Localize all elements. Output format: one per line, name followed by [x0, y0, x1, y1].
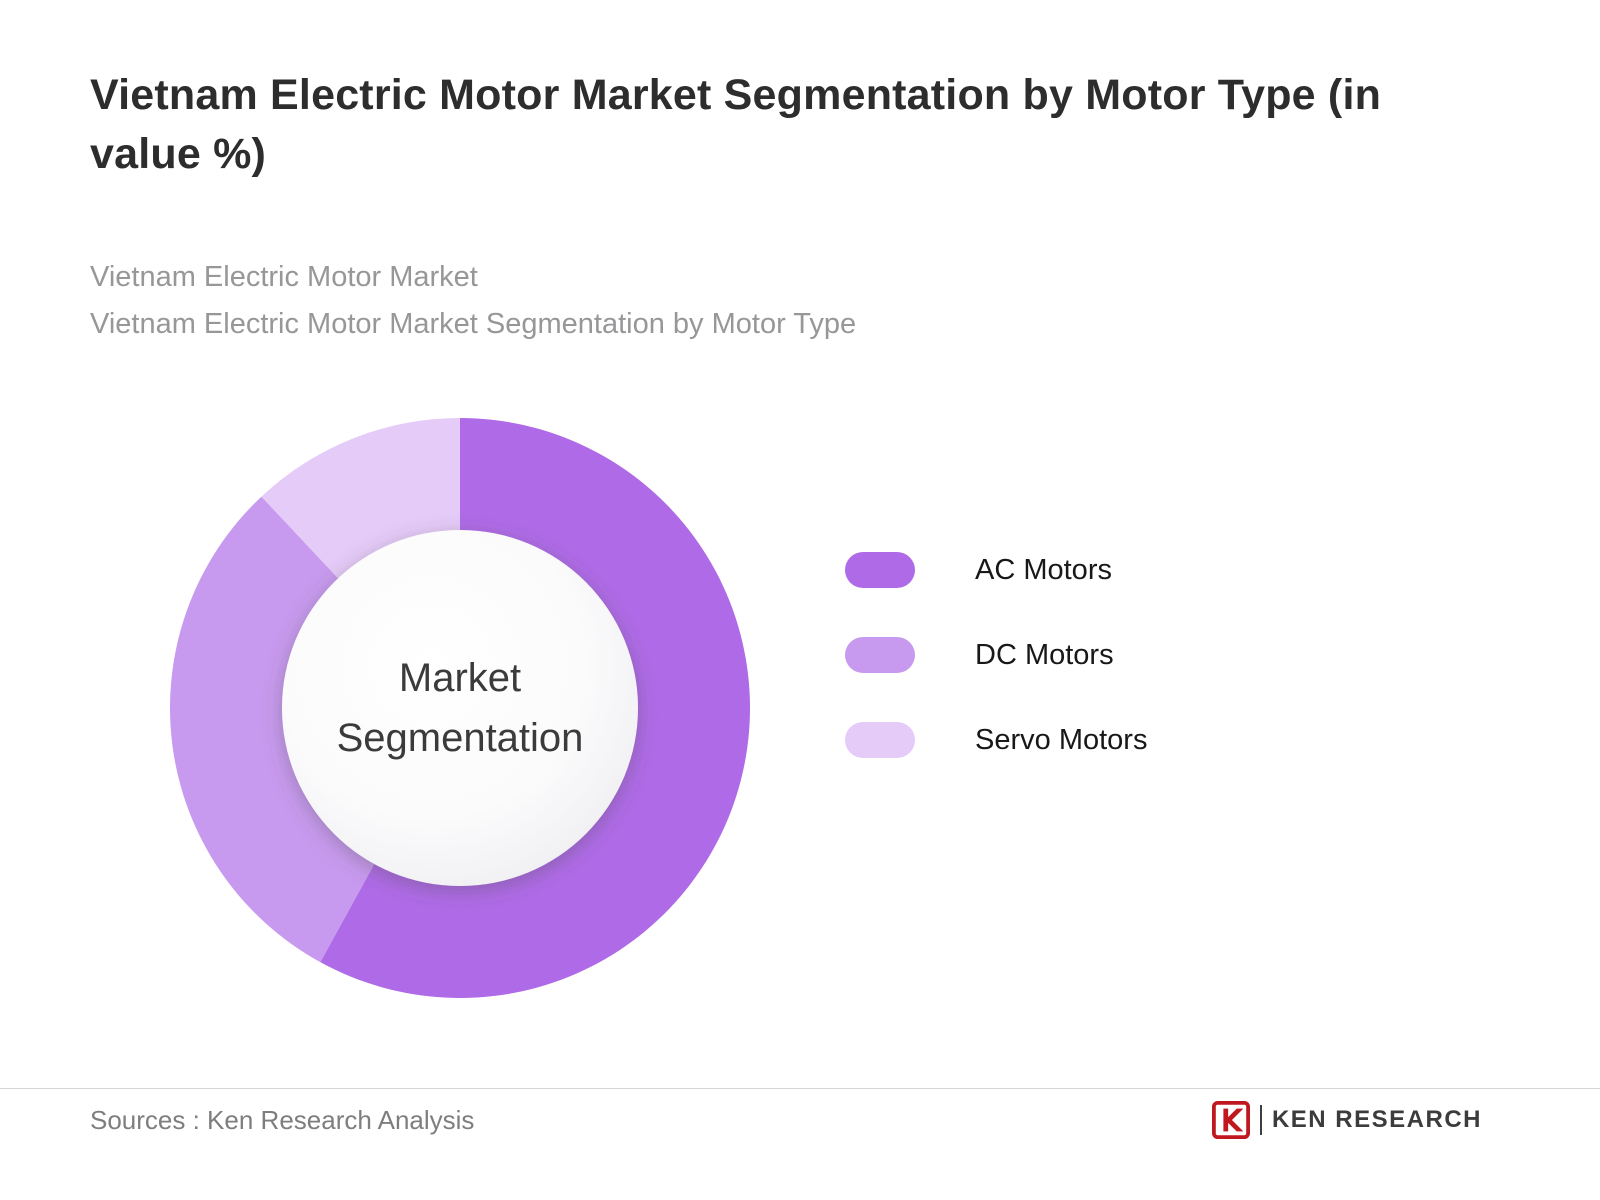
donut-chart-svg	[169, 418, 750, 998]
page-title: Vietnam Electric Motor Market Segmentati…	[90, 71, 1382, 179]
legend-label: AC Motors	[975, 553, 1112, 586]
donut-chart: Market Segmentation	[169, 418, 750, 998]
legend-item-servo-motors: Servo Motors	[845, 722, 1147, 758]
legend-label: DC Motors	[975, 638, 1114, 671]
chart-subtitles: Vietnam Electric Motor Market Vietnam El…	[90, 254, 856, 348]
footer: Sources : Ken Research Analysis KEN RESE…	[0, 1088, 1600, 1139]
donut-center-label: Market Segmentation	[336, 656, 584, 760]
ken-research-logo-icon	[1211, 1101, 1250, 1139]
legend-item-dc-motors: DC Motors	[845, 637, 1147, 673]
legend-swatch	[845, 722, 915, 758]
legend-swatch	[845, 552, 915, 588]
chart-subtitle-line-1: Vietnam Electric Motor Market	[90, 261, 478, 293]
sources-text: Sources : Ken Research Analysis	[90, 1104, 475, 1135]
logo-divider	[1259, 1105, 1262, 1135]
chart-legend: AC Motors DC Motors Servo Motors	[845, 552, 1147, 758]
ken-research-logo: KEN RESEARCH	[1211, 1101, 1482, 1139]
chart-subtitle-line-2: Vietnam Electric Motor Market Segmentati…	[90, 307, 857, 340]
donut-inner-circle	[282, 530, 638, 886]
ken-research-logo-text: KEN RESEARCH	[1271, 1106, 1482, 1133]
legend-label: Servo Motors	[975, 723, 1148, 756]
legend-item-ac-motors: AC Motors	[845, 552, 1147, 588]
legend-swatch	[845, 637, 915, 673]
